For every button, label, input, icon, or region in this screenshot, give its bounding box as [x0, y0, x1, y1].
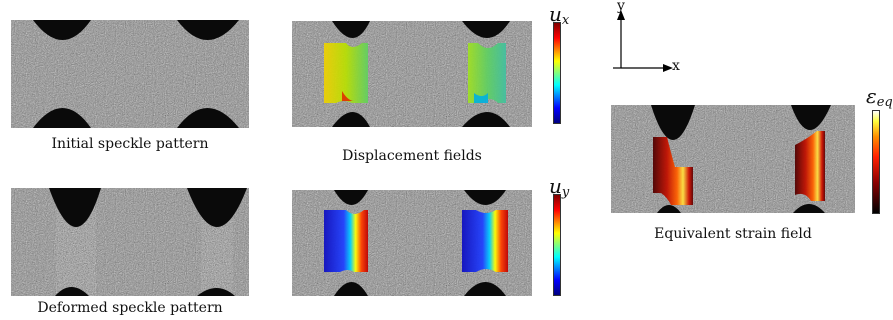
ux-right-field	[468, 43, 506, 103]
notch-bottom-right	[177, 108, 239, 128]
deformed-notch-top-left	[41, 188, 101, 227]
ux-colorbar-label: ux	[549, 2, 570, 28]
uy-left-field	[324, 210, 368, 272]
strain-field-image	[611, 105, 855, 213]
x-axis-label: x	[672, 58, 680, 74]
deformed-caption: Deformed speckle pattern	[37, 300, 223, 316]
eq-left-field	[653, 137, 693, 205]
ux-field-image	[292, 21, 532, 127]
deformed-notch-bottom-left	[55, 287, 89, 296]
displacement-caption: Displacement fields	[342, 148, 482, 164]
ux-colorbar	[553, 22, 561, 124]
coordinate-axes	[613, 10, 673, 72]
eq-right-field	[795, 131, 825, 201]
deformed-speckle-image	[11, 188, 249, 296]
notch-top-right	[177, 20, 239, 40]
deformed-notch-bottom-right	[197, 288, 235, 296]
initial-speckle-image	[11, 20, 249, 128]
strain-caption: Equivalent strain field	[654, 226, 812, 242]
uy-colorbar-label: uy	[549, 174, 570, 200]
notch-bottom-left	[33, 108, 91, 128]
uy-field-image	[292, 190, 532, 296]
uy-right-field	[462, 210, 508, 272]
eq-colorbar	[872, 110, 880, 214]
notch-top-left	[33, 20, 91, 40]
initial-caption: Initial speckle pattern	[51, 136, 209, 152]
y-axis-label: y	[617, 0, 625, 14]
eq-colorbar-label: εeq	[866, 84, 893, 110]
ux-left-field	[324, 43, 368, 103]
uy-colorbar	[553, 194, 561, 296]
deformed-notch-top-right	[187, 188, 247, 227]
